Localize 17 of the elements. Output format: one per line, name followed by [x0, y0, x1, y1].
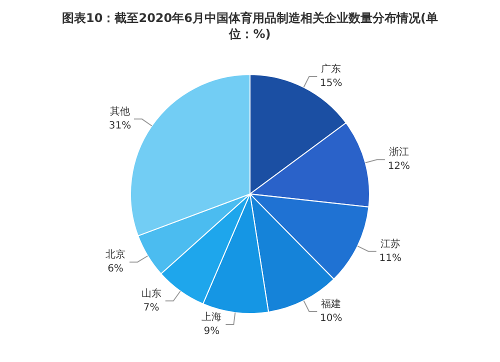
data-label: 15%: [320, 78, 342, 90]
data-label: 31%: [108, 120, 132, 132]
slice-label: 福建: [321, 298, 342, 310]
slice-label: 浙江: [388, 146, 409, 158]
slice-label: 山东: [141, 287, 162, 300]
slice-label: 江苏: [380, 238, 400, 250]
slice-label: 其他: [110, 106, 130, 118]
slice-label: 上海: [202, 311, 222, 324]
data-label: 6%: [108, 264, 124, 275]
data-label: 10%: [320, 313, 342, 324]
data-label: 9%: [204, 326, 220, 338]
data-label: 7%: [143, 302, 160, 314]
slice-label: 广东: [321, 63, 342, 76]
chart-title: 图表10：截至2020年6月中国体育用品制造相关企业数量分布情况(单位：%): [61, 10, 439, 43]
data-label: 12%: [388, 161, 410, 172]
data-label: 11%: [379, 252, 402, 264]
slice-label: 北京: [106, 248, 126, 261]
